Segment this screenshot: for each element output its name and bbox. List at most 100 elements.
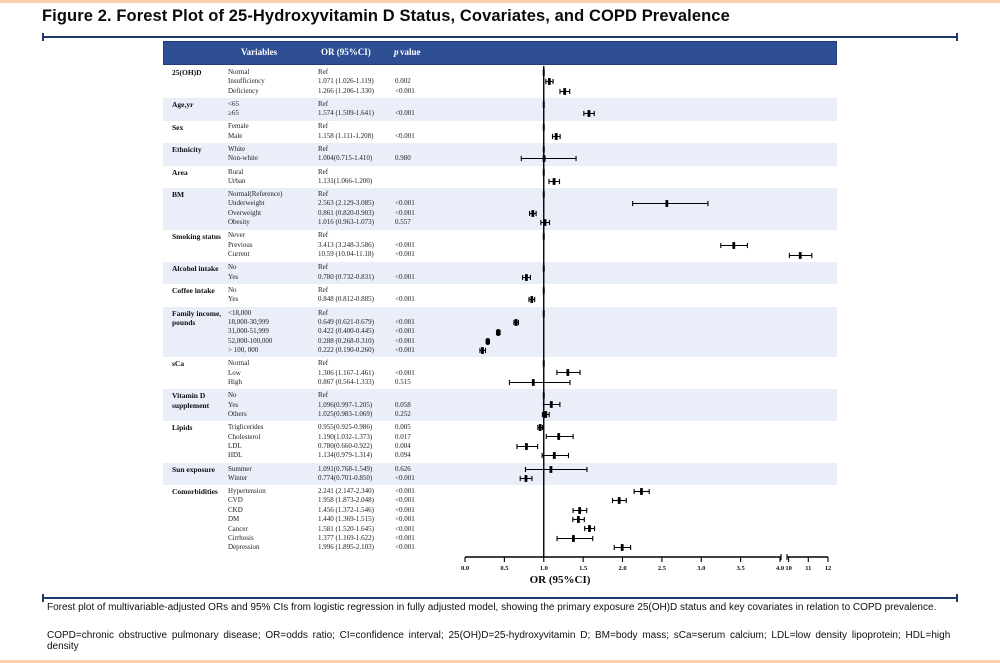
variable-group: Alcohol intake No Ref Yes 0.780 (0.732-0.831… <box>163 261 837 285</box>
p-value: <0.001 <box>395 473 415 482</box>
table-row: Cancer 1.581 (1.520-1.645) <0.001 <box>163 525 837 534</box>
or-ci-value: 1.456 (1.372-1.546) <box>318 505 374 514</box>
p-value <box>395 231 447 240</box>
page-border-top <box>0 0 1000 3</box>
table-row: Low 1.306 (1.167-1.461) <0.001 <box>163 369 837 378</box>
or-ci-value: 1.016 (0.963-1.073) <box>318 218 374 227</box>
p-value <box>395 309 447 318</box>
axis-tick-label: 10 <box>785 565 792 572</box>
or-ci-value: 1.134(0.979-1.314) <box>318 451 373 460</box>
p-value: <0.001 <box>395 327 415 336</box>
p-value: 0.017 <box>395 432 411 441</box>
variable-group: Smoking status Never Ref Previous 3.413 (3.2… <box>163 230 837 262</box>
header-p-italic: p <box>394 47 399 57</box>
p-value <box>395 100 447 109</box>
table-row: 31,000-51,999 0.422 (0.400-0.445) <0.001 <box>163 327 837 336</box>
variable-level: 18,000-30,999 <box>228 317 269 326</box>
p-value: <0.001 <box>395 515 415 524</box>
variable-level: Low <box>228 368 241 377</box>
variable-group: Ethnicity White Ref Non-white 1.004(0.715-1.… <box>163 143 837 166</box>
variable-group-label: Vitamin D supplement <box>172 391 210 410</box>
table-row: Obesity 1.016 (0.963-1.073) 0.557 <box>163 218 837 227</box>
variable-level: Normal(Reference) <box>228 190 283 199</box>
variable-level: Cirrhosis <box>228 534 254 543</box>
or-ci-value: Ref <box>318 263 329 272</box>
variable-level: Current <box>228 250 250 259</box>
variable-level: Overweight <box>228 208 262 217</box>
axis-tick-label: 11 <box>805 565 811 572</box>
variable-group: Comorbidities Hypertension 2.241 (2.147-2.… <box>163 485 837 555</box>
or-ci-value: 1.190(1.032-1.373) <box>318 432 373 441</box>
table-row: Overweight 0.861 (0.820-0.903) <0.001 <box>163 209 837 218</box>
p-value: <0.001 <box>395 543 415 552</box>
table-row: <18,000 Ref <box>163 309 837 318</box>
p-value: 0.557 <box>395 218 411 227</box>
variable-group-label: Ethnicity <box>172 145 202 155</box>
p-value <box>395 122 447 131</box>
p-value: 0.004 <box>395 441 411 450</box>
table-row: ≥65 1.574 (1.509-1.641) <0.001 <box>163 109 837 118</box>
table-row: No Ref <box>163 286 837 295</box>
p-value: <0.001 <box>395 208 415 217</box>
variable-group: Coffee intake No Ref Yes 0.848 (0.812-0.885)… <box>163 284 837 307</box>
p-value: <0.001 <box>395 505 415 514</box>
p-value: 0.252 <box>395 409 411 418</box>
p-value <box>395 263 447 272</box>
table-row: Never Ref <box>163 231 837 240</box>
table-row: Normal(Reference) Ref <box>163 190 837 199</box>
variable-group-label: BM <box>172 190 185 200</box>
table-row: No Ref <box>163 263 837 272</box>
variable-level: 52,000-100,000 <box>228 336 273 345</box>
variable-level: Yes <box>228 272 239 281</box>
or-ci-value: 0.422 (0.400-0.445) <box>318 327 374 336</box>
table-row: Non-white 1.004(0.715-1.410) 0.980 <box>163 154 837 163</box>
table-row: 18,000-30,999 0.649 (0.621-0.679) <0.001 <box>163 318 837 327</box>
or-ci-value: 1.377 (1.169-1.622) <box>318 534 374 543</box>
variable-group: Area Rural Ref Urban 1.131(1.066-1.200) <box>163 166 837 189</box>
or-ci-value: 1.071 (1.026-1.119) <box>318 77 374 86</box>
or-ci-value: 2.241 (2.147-2.340) <box>318 487 374 496</box>
or-ci-value: 0.774(0.701-0.850) <box>318 473 373 482</box>
table-row: Underweight 2.563 (2.129-3.085) <0.001 <box>163 199 837 208</box>
table-row: Insufficiency 1.071 (1.026-1.119) 0.002 <box>163 77 837 86</box>
or-ci-value: 0.861 (0.820-0.903) <box>318 208 374 217</box>
p-value: <0.001 <box>395 131 415 140</box>
variable-group: Family income, pounds <18,000 Ref 18,000-30… <box>163 306 837 358</box>
variable-group: 25(OH)D Normal Ref Insufficiency 1.071 (1.02… <box>163 66 837 98</box>
variable-level: Hypertension <box>228 487 266 496</box>
variable-level: CKD <box>228 505 243 514</box>
variable-group: BM Normal(Reference) Ref Underweight 2.563 (… <box>163 188 837 230</box>
variable-level: Previous <box>228 240 253 249</box>
table-row: <65 Ref <box>163 100 837 109</box>
axis-tick-label: 0.0 <box>461 565 469 572</box>
axis-tick-label: 2.5 <box>658 565 667 572</box>
or-ci-value: Ref <box>318 67 329 76</box>
table-row: LDL 0.780(0.660-0.922) 0.004 <box>163 442 837 451</box>
or-ci-value: 10.59 (10.04-11.18) <box>318 250 374 259</box>
variable-level: Female <box>228 122 249 131</box>
variable-level: Normal <box>228 359 250 368</box>
variable-group-label: Comorbidities <box>172 487 218 497</box>
table-row: Deficiency 1.266 (1.206-1.330) <0.001 <box>163 87 837 96</box>
variable-level: Normal <box>228 67 250 76</box>
p-value <box>395 68 447 77</box>
table-row: Winter 0.774(0.701-0.850) <0.001 <box>163 474 837 483</box>
table-row: 52,000-100,000 0.288 (0.268-0.310) <0.001 <box>163 337 837 346</box>
variable-level: Others <box>228 409 247 418</box>
table-row: Normal Ref <box>163 359 837 368</box>
or-ci-value: 0.649 (0.621-0.679) <box>318 317 374 326</box>
or-ci-value: 1.306 (1.167-1.461) <box>318 368 374 377</box>
table-row: Depression 1.996 (1.895-2.103) <0.001 <box>163 543 837 552</box>
variable-group-label: sCa <box>172 359 185 369</box>
variable-group-label: Age,yr <box>172 99 194 109</box>
table-row: > 100, 000 0.222 (0.190-0.260) <0.001 <box>163 346 837 355</box>
table-row: Normal Ref <box>163 68 837 77</box>
variable-group-label: Family income, pounds <box>172 308 222 328</box>
or-ci-value: 0.288 (0.268-0.310) <box>318 336 374 345</box>
variable-level: Summer <box>228 464 252 473</box>
x-axis-label: OR (95%CI) <box>529 574 591 586</box>
p-value: <0.001 <box>395 496 415 505</box>
p-value: 0.980 <box>395 154 411 163</box>
variable-level: Male <box>228 131 243 140</box>
